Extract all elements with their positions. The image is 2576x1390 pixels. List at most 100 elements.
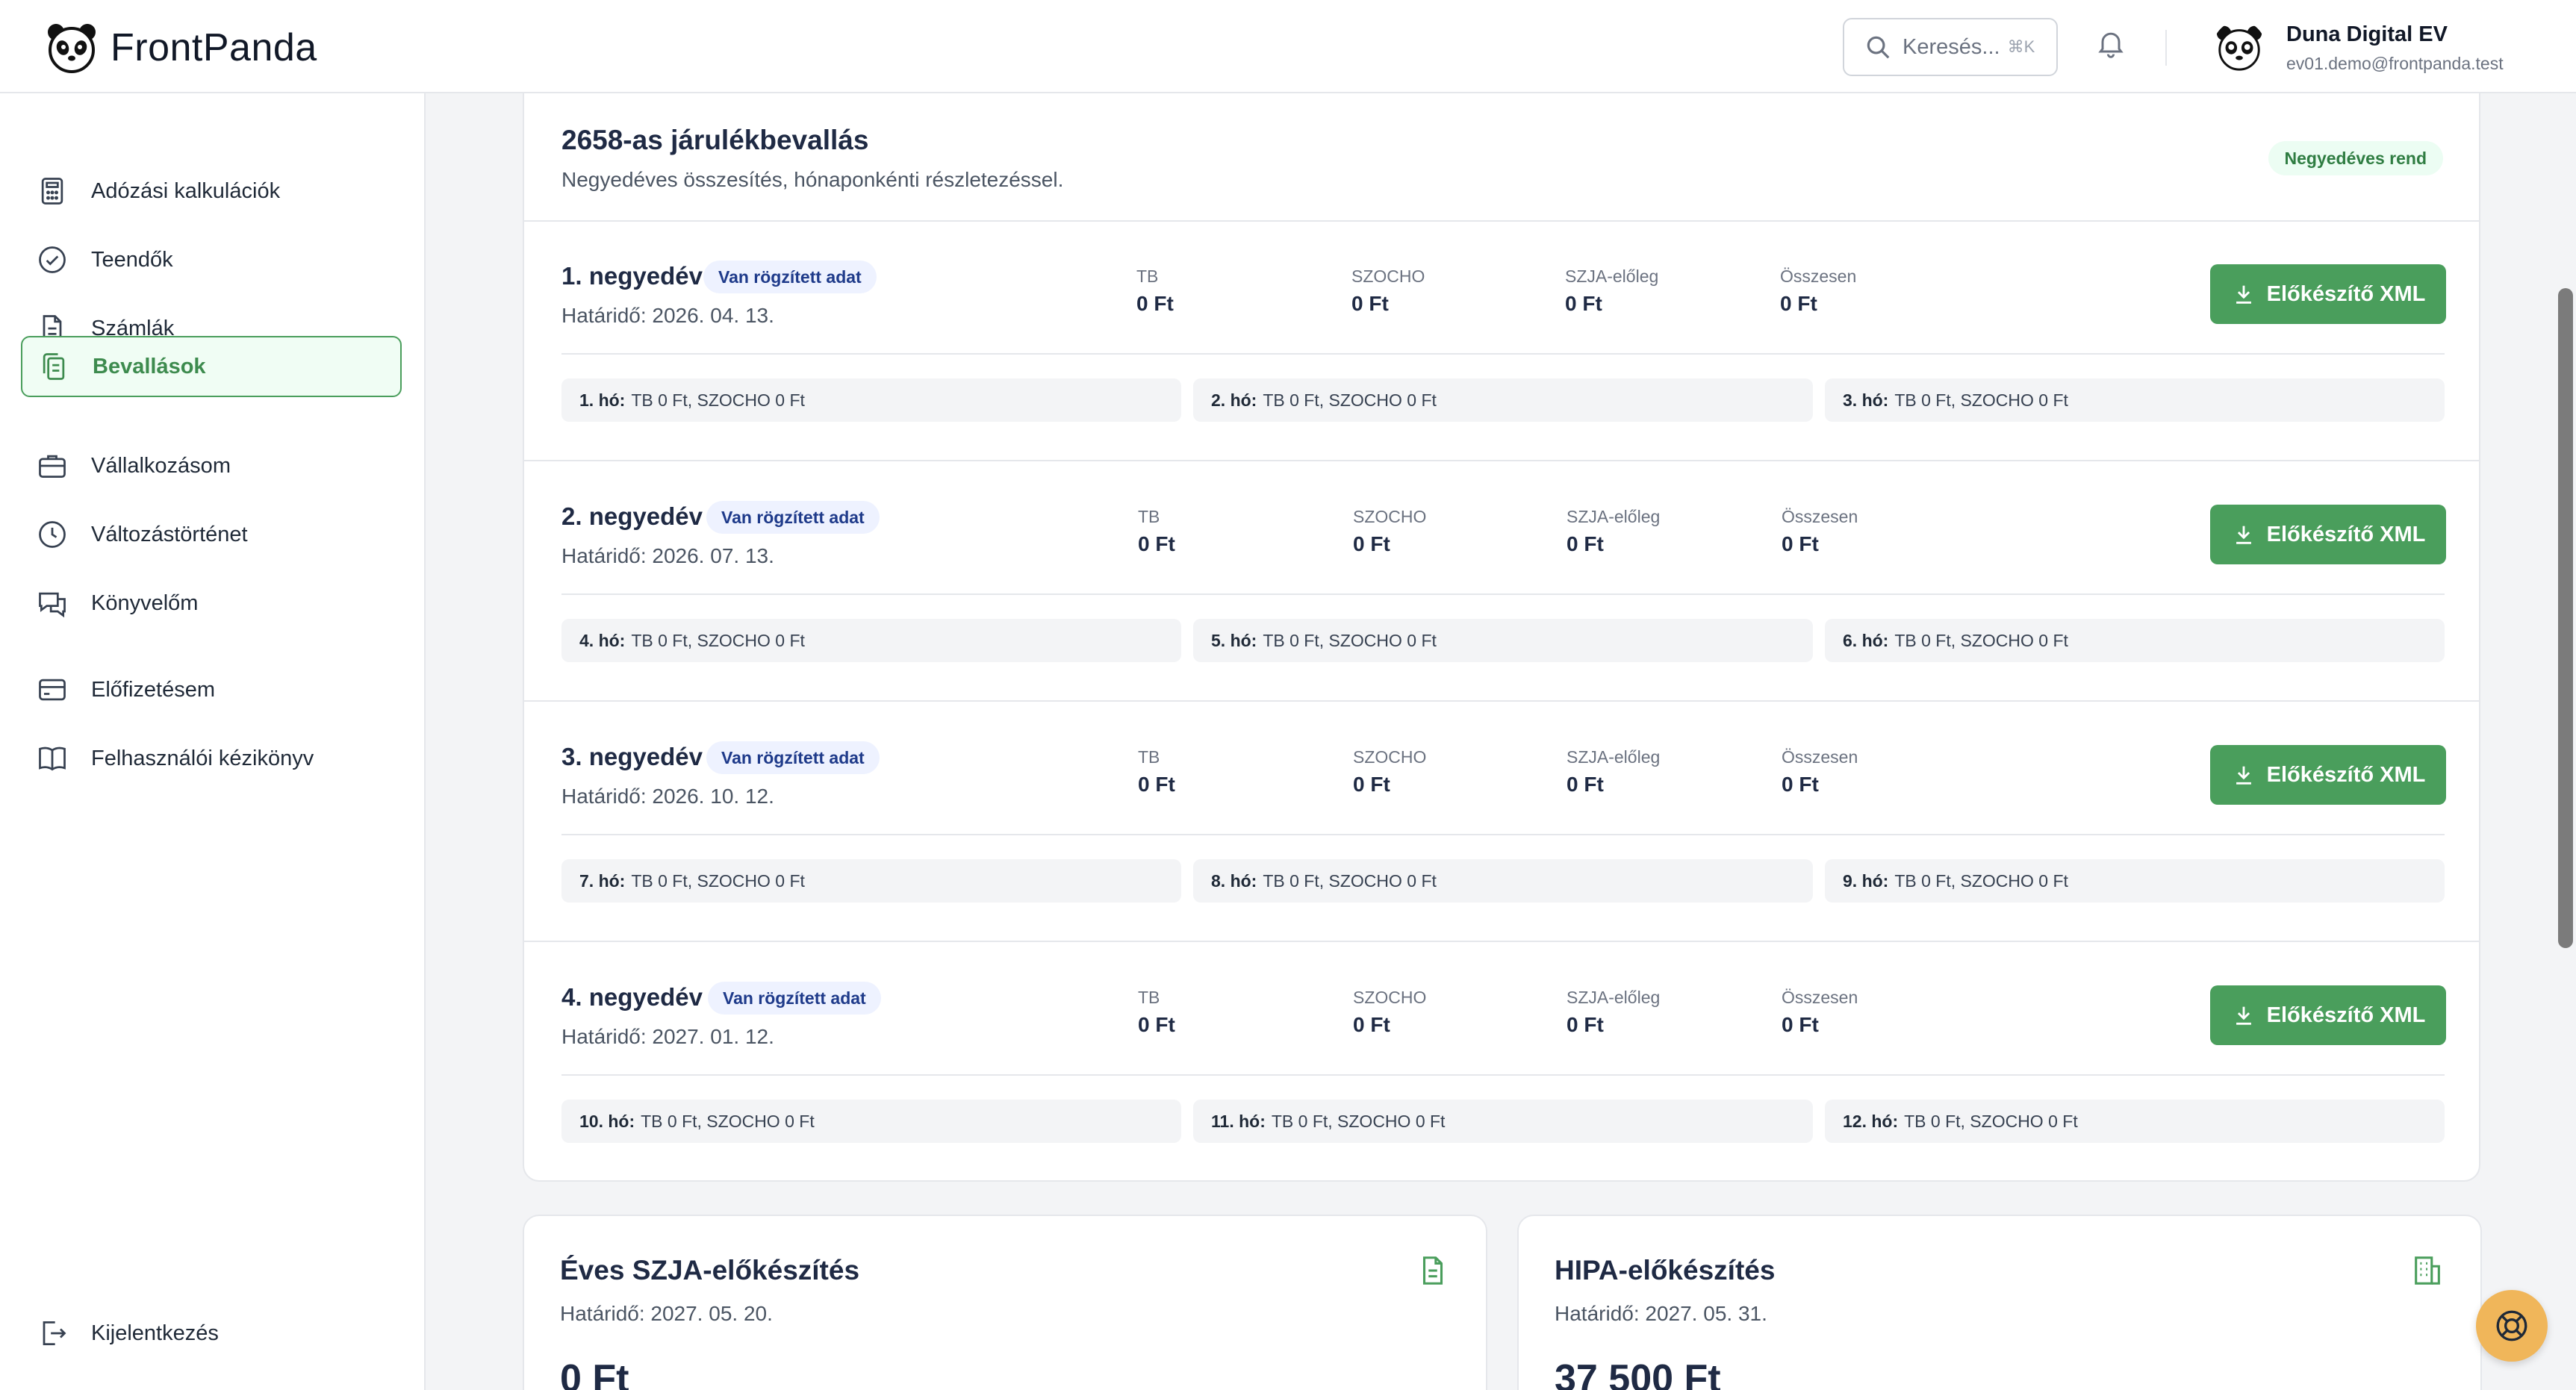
xml-button-label: Előkészítő XML — [2266, 281, 2426, 306]
clock-icon — [39, 521, 66, 548]
stat-value-szja: 0 Ft — [1567, 1013, 1604, 1036]
month-box: 10. hó: TB 0 Ft, SZOCHO 0 Ft — [561, 1100, 1181, 1143]
search-placeholder: Keresés... — [1903, 34, 2000, 59]
stat-label-total: Összesen — [1782, 747, 1858, 767]
sidebar-item-bevallasok[interactable]: Bevallások — [21, 336, 402, 397]
stat-label-tb: TB — [1136, 267, 1159, 286]
stat-value-tb: 0 Ft — [1138, 773, 1175, 796]
quarter-title: 1. negyedév — [561, 262, 703, 290]
month-box: 8. hó: TB 0 Ft, SZOCHO 0 Ft — [1193, 859, 1813, 903]
sidebar-item-felhasznaloi-kezikonyv[interactable]: Felhasználói kézikönyv — [21, 728, 402, 789]
sidebar-item-label: Bevallások — [93, 354, 206, 378]
sidebar-item-elofizetesem[interactable]: Előfizetésem — [21, 659, 402, 720]
hipa-card-amount: 37 500 Ft — [1555, 1357, 1721, 1390]
month-box: 11. hó: TB 0 Ft, SZOCHO 0 Ft — [1193, 1100, 1813, 1143]
stat-label-total: Összesen — [1782, 988, 1858, 1007]
sidebar-item-konyvelom[interactable]: Könyvelőm — [21, 573, 402, 634]
szja-card-amount: 0 Ft — [560, 1357, 629, 1390]
divider — [561, 834, 2445, 835]
header-divider — [2165, 30, 2167, 66]
xml-download-button[interactable]: Előkészítő XML — [2210, 745, 2446, 805]
scrollbar-thumb[interactable] — [2558, 288, 2573, 948]
calculator-icon — [41, 178, 63, 205]
stat-label-szja: SZJA-előleg — [1567, 747, 1661, 767]
logout-label: Kijelentkezés — [91, 1321, 219, 1345]
szja-card-title: Éves SZJA-előkészítés — [560, 1255, 860, 1285]
sidebar-item-label: Adózási kalkulációk — [91, 178, 281, 203]
month-label: 8. hó: — [1211, 870, 1257, 891]
month-text: TB 0 Ft, SZOCHO 0 Ft — [631, 870, 805, 891]
month-box: 4. hó: TB 0 Ft, SZOCHO 0 Ft — [561, 619, 1181, 662]
divider — [561, 593, 2445, 595]
szja-card-deadline: Határidő: 2027. 05. 20. — [560, 1302, 773, 1325]
status-badge: Negyedéves rend — [2268, 141, 2443, 175]
stat-value-total: 0 Ft — [1782, 1013, 1819, 1036]
stat-label-szja: SZJA-előleg — [1567, 988, 1661, 1007]
stat-label-szocho: SZOCHO — [1353, 507, 1427, 526]
sidebar-item-teendok[interactable]: Teendők — [21, 229, 402, 290]
xml-download-button[interactable]: Előkészítő XML — [2210, 264, 2446, 324]
sidebar-item-label: Teendők — [91, 247, 173, 272]
divider — [524, 220, 2479, 222]
quarter-title: 4. negyedév — [561, 983, 703, 1011]
quarter-deadline: Határidő: 2026. 07. 13. — [561, 544, 774, 567]
xml-download-button[interactable]: Előkészítő XML — [2210, 985, 2446, 1045]
stat-label-szja: SZJA-előleg — [1565, 267, 1659, 286]
stat-label-total: Összesen — [1782, 507, 1858, 526]
stat-label-total: Összesen — [1780, 267, 1857, 286]
logout-button[interactable]: Kijelentkezés — [21, 1303, 402, 1364]
stat-label-szocho: SZOCHO — [1353, 747, 1427, 767]
stat-value-szocho: 0 Ft — [1353, 532, 1390, 555]
quarter-title: 3. negyedév — [561, 743, 703, 770]
stat-label-tb: TB — [1138, 988, 1160, 1007]
month-label: 6. hó: — [1843, 630, 1889, 650]
document-icon — [1422, 1256, 1443, 1285]
briefcase-icon — [39, 455, 66, 479]
xml-download-button[interactable]: Előkészítő XML — [2210, 505, 2446, 564]
avatar[interactable] — [2213, 21, 2265, 73]
divider — [524, 460, 2479, 461]
month-text: TB 0 Ft, SZOCHO 0 Ft — [631, 630, 805, 650]
download-icon — [2236, 766, 2251, 785]
xml-button-label: Előkészítő XML — [2266, 522, 2426, 546]
download-icon — [2236, 1006, 2251, 1025]
stat-label-tb: TB — [1138, 507, 1160, 526]
bell-icon[interactable] — [2094, 27, 2127, 60]
month-label: 1. hó: — [579, 390, 626, 410]
month-label: 10. hó: — [579, 1111, 635, 1131]
month-box: 2. hó: TB 0 Ft, SZOCHO 0 Ft — [1193, 378, 1813, 422]
sidebar-item-label: Előfizetésem — [91, 677, 216, 702]
hipa-card-deadline: Határidő: 2027. 05. 31. — [1555, 1302, 1767, 1325]
stat-label-szja: SZJA-előleg — [1567, 507, 1661, 526]
szja-card[interactable]: Éves SZJA-előkészítés Határidő: 2027. 05… — [523, 1215, 1487, 1390]
stat-value-total: 0 Ft — [1782, 532, 1819, 555]
quarter-badge: Van rögzített adat — [706, 501, 880, 534]
month-text: TB 0 Ft, SZOCHO 0 Ft — [1263, 390, 1437, 410]
search-box[interactable]: Keresés... ⌘K — [1843, 18, 2058, 76]
top-bar: FrontPanda Keresés... ⌘K Duna Digital EV… — [0, 0, 2576, 93]
month-text: TB 0 Ft, SZOCHO 0 Ft — [1894, 870, 2068, 891]
check-circle-icon — [39, 246, 66, 273]
sidebar-item-adozasi-kalkulaciok[interactable]: Adózási kalkulációk — [21, 160, 402, 222]
month-text: TB 0 Ft, SZOCHO 0 Ft — [1271, 1111, 1446, 1131]
help-button[interactable] — [2476, 1290, 2548, 1362]
month-text: TB 0 Ft, SZOCHO 0 Ft — [1904, 1111, 2078, 1131]
logo[interactable]: FrontPanda — [45, 21, 317, 75]
stat-value-total: 0 Ft — [1782, 773, 1819, 796]
month-box: 6. hó: TB 0 Ft, SZOCHO 0 Ft — [1825, 619, 2445, 662]
stat-value-szja: 0 Ft — [1567, 773, 1604, 796]
sidebar-item-vallalkozasom[interactable]: Vállalkozásom — [21, 435, 402, 496]
month-box: 5. hó: TB 0 Ft, SZOCHO 0 Ft — [1193, 619, 1813, 662]
xml-button-label: Előkészítő XML — [2266, 762, 2426, 787]
divider — [561, 1074, 2445, 1076]
month-label: 12. hó: — [1843, 1111, 1899, 1131]
stat-value-szocho: 0 Ft — [1351, 292, 1389, 315]
stat-value-tb: 0 Ft — [1136, 292, 1174, 315]
month-label: 4. hó: — [579, 630, 626, 650]
sidebar-item-valtozastortenet[interactable]: Változástörténet — [21, 504, 402, 565]
quarter-badge: Van rögzített adat — [703, 261, 877, 293]
page-subtitle: Negyedéves összesítés, hónaponkénti rész… — [561, 168, 1064, 191]
quarter-deadline: Határidő: 2026. 04. 13. — [561, 304, 774, 327]
hipa-card[interactable]: HIPA-előkészítés Határidő: 2027. 05. 31.… — [1517, 1215, 2482, 1390]
quarter-badge: Van rögzített adat — [708, 982, 881, 1015]
